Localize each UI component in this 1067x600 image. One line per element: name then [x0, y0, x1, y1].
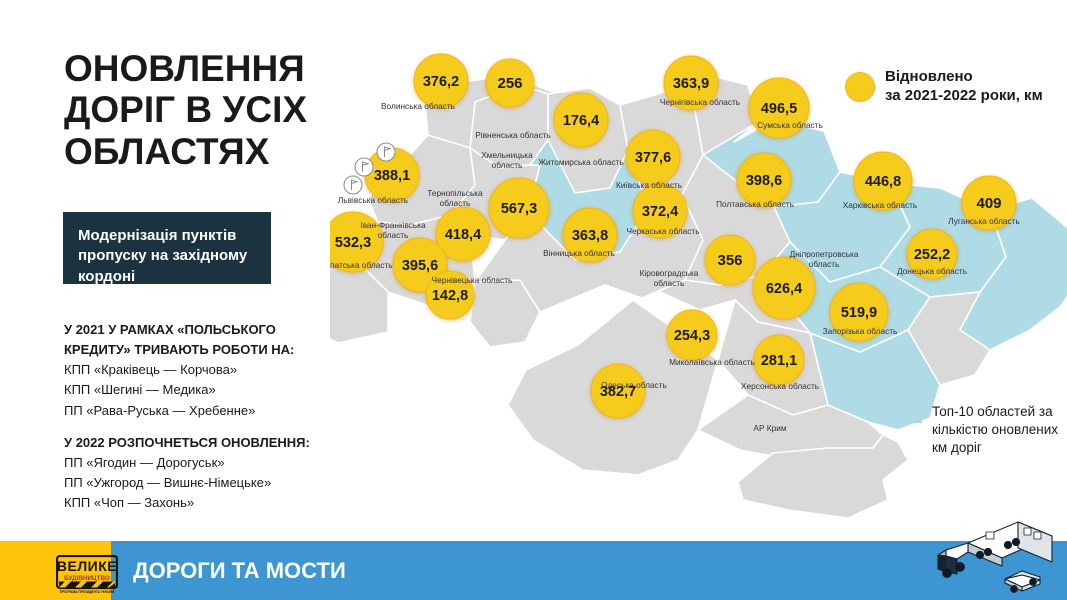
svg-text:Хмельницька: Хмельницька	[481, 150, 533, 160]
svg-text:АР Крим: АР Крим	[753, 423, 786, 433]
svg-text:Тернопільська: Тернопільська	[427, 188, 483, 198]
svg-text:Чернігівська область: Чернігівська область	[660, 97, 740, 107]
svg-text:Полтавська область: Полтавська область	[716, 199, 794, 209]
svg-text:Іван-Франківська: Іван-Франківська	[360, 220, 426, 230]
svg-text:281,1: 281,1	[761, 353, 797, 369]
svg-text:Миколаївська область: Миколаївська область	[669, 357, 755, 367]
svg-text:254,3: 254,3	[674, 328, 710, 344]
svg-text:626,4: 626,4	[766, 281, 802, 297]
svg-text:Запорізька область: Запорізька область	[823, 326, 898, 336]
svg-text:363,9: 363,9	[673, 76, 709, 92]
svg-text:ВЕЛИКЕ: ВЕЛИКЕ	[57, 558, 117, 574]
svg-text:Закарпатська область: Закарпатська область	[330, 260, 393, 270]
svg-text:Черкаська область: Черкаська область	[626, 226, 699, 236]
svg-text:567,3: 567,3	[501, 201, 537, 217]
svg-text:область: область	[378, 230, 409, 240]
svg-text:Сумська область: Сумська область	[757, 120, 823, 130]
svg-text:176,4: 176,4	[563, 113, 599, 129]
svg-text:Львівська область: Львівська область	[338, 195, 408, 205]
svg-text:область: область	[654, 278, 685, 288]
svg-text:область: область	[440, 198, 471, 208]
svg-text:409: 409	[976, 195, 1001, 212]
svg-text:256: 256	[497, 75, 522, 92]
svg-text:388,1: 388,1	[374, 168, 410, 184]
svg-text:519,9: 519,9	[841, 305, 877, 321]
svg-text:Харківська область: Харківська область	[843, 200, 917, 210]
svg-text:372,4: 372,4	[642, 204, 678, 220]
svg-text:БУДІВНИЦТВО: БУДІВНИЦТВО	[64, 575, 110, 582]
svg-text:142,8: 142,8	[432, 288, 468, 304]
svg-text:376,2: 376,2	[423, 74, 459, 90]
svg-text:356: 356	[717, 252, 742, 269]
svg-text:496,5: 496,5	[761, 101, 797, 117]
svg-text:252,2: 252,2	[914, 247, 950, 263]
svg-text:область: область	[492, 160, 523, 170]
svg-text:Київська область: Київська область	[616, 180, 682, 190]
svg-text:Одеська область: Одеська область	[601, 380, 667, 390]
svg-text:Волинська область: Волинська область	[381, 101, 455, 111]
svg-text:Луганська область: Луганська область	[948, 216, 1020, 226]
svg-text:377,6: 377,6	[635, 150, 671, 166]
svg-text:395,6: 395,6	[402, 258, 438, 274]
svg-text:Чернівецька область: Чернівецька область	[432, 275, 513, 285]
svg-text:Донецька область: Донецька область	[897, 266, 967, 276]
svg-text:446,8: 446,8	[865, 174, 901, 190]
svg-text:Херсонська область: Херсонська область	[741, 381, 819, 391]
svg-text:область: область	[809, 259, 840, 269]
svg-text:398,6: 398,6	[746, 173, 782, 189]
svg-text:Рівненська область: Рівненська область	[475, 130, 551, 140]
svg-text:Вінницька область: Вінницька область	[543, 248, 615, 258]
svg-text:418,4: 418,4	[445, 227, 481, 243]
svg-text:Дніпропетровська: Дніпропетровська	[790, 249, 859, 259]
svg-text:Кіровоградська: Кіровоградська	[640, 268, 699, 278]
svg-text:Житомирська область: Житомирська область	[538, 157, 624, 167]
svg-text:532,3: 532,3	[335, 235, 371, 251]
svg-text:363,8: 363,8	[572, 228, 608, 244]
svg-text:ПРОГРАМА ПРЕЗИДЕНТА УКРАЇНИ: ПРОГРАМА ПРЕЗИДЕНТА УКРАЇНИ	[60, 590, 115, 594]
